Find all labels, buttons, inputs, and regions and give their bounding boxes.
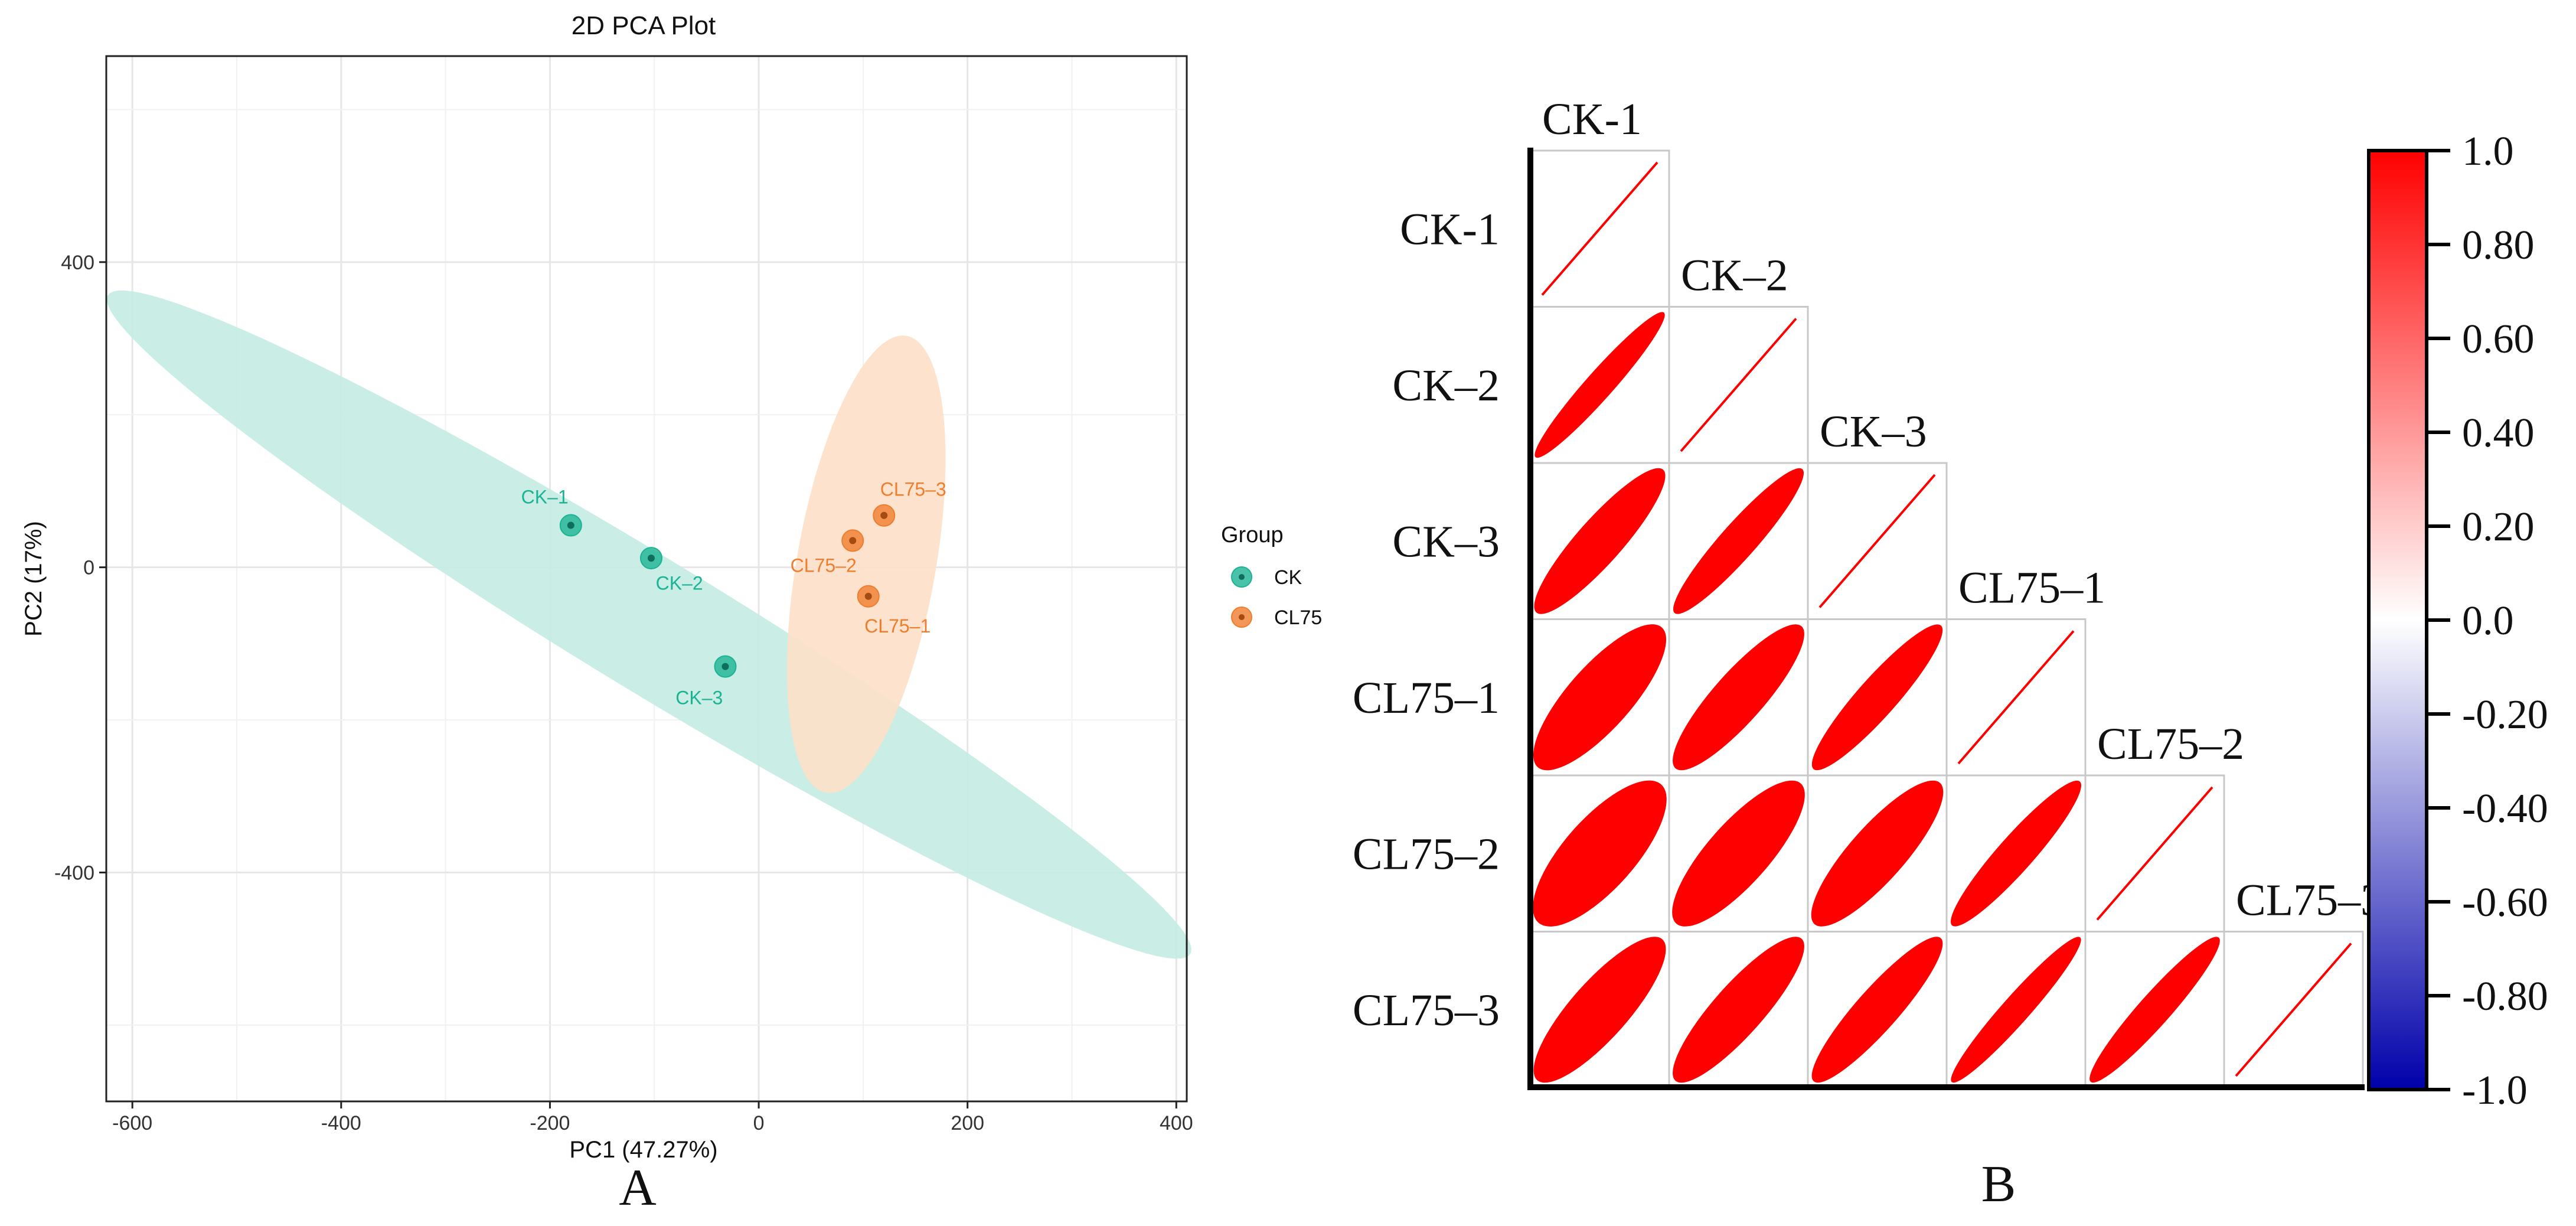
row-label: CK–3 [1392,517,1500,566]
colorbar-tick-label: 0.0 [2462,598,2514,644]
data-point-center [864,592,872,600]
diagonal-line [2235,943,2352,1077]
row-label: CK–2 [1392,361,1500,410]
point-label: CL75–1 [864,615,931,637]
column-label: CK–3 [1820,407,1927,457]
point-label: CK–3 [675,687,723,708]
pca-y-axis-label: PC2 (17%) [21,521,47,637]
x-tick-label: 400 [1160,1112,1193,1134]
correlation-ellipse [1533,937,1666,1083]
y-tick-label: 0 [83,557,94,579]
legend-items: CK CL75 [1231,566,1322,629]
y-tick-label: -400 [54,862,94,884]
correlation-ellipse [1673,624,1804,771]
correlation-ellipse [1535,312,1665,458]
point-label: CK–1 [521,486,569,507]
panel-label-b: B [1981,1156,2016,1213]
diagonal-line [1957,630,2075,765]
colorbar-tick-label: -0.80 [2462,974,2548,1019]
correlation-panel: CK-1 CK-1 CK–2 CK–2 CK–3 CK–3 CL75–1 CL75–1 CL75… [1353,94,2548,1213]
data-point-center [880,511,888,519]
diagonal-line [2096,786,2213,921]
pca-plot-border [105,55,1188,1103]
correlation-ellipse [1950,780,2082,927]
correlation-ellipse [1811,780,1944,927]
correlation-ellipse [1672,780,1805,927]
pca-x-axis-label: PC1 (47.27%) [569,1137,717,1163]
row-label: CL75–3 [1353,986,1500,1035]
data-point-center [849,537,857,544]
legend-label-cl75: CL75 [1274,607,1322,629]
colorbar-tick-label: 0.20 [2462,504,2535,550]
colorbar-ticks: 1.0 0.80 0.60 0.40 0.20 0.0 -0.20 -0.40 -0.60 -0.… [2427,129,2548,1113]
correlation-ellipse [1673,468,1804,614]
pca-point-labels: CK–1 CK–2 CK–3 CL75–1 CL75–2 CL75–3 [521,479,946,709]
correlation-labels: CK-1 CK-1 CK–2 CK–2 CK–3 CK–3 CL75–1 CL75–1 CL75… [1353,94,2383,1035]
pca-legend: Group CK CL75 [1221,523,1322,629]
colorbar [2367,149,2428,1091]
legend-marker-center [1239,614,1245,620]
column-label: CK–2 [1681,251,1788,301]
point-label: CL75–2 [791,555,857,576]
point-label: CL75–3 [880,479,946,500]
x-tick-label: -200 [530,1112,570,1134]
point-label: CK–2 [656,572,703,594]
data-point-center [647,555,655,562]
row-label: CL75–1 [1353,673,1500,723]
legend-title: Group [1221,523,1284,547]
correlation-ellipse [1951,937,2081,1083]
data-point-center [567,521,574,529]
legend-label-ck: CK [1274,566,1302,589]
colorbar-tick-label: 1.0 [2462,129,2514,174]
column-label: CK-1 [1542,94,1642,144]
correlation-ellipse [1533,780,1667,927]
pca-points [559,504,896,678]
correlation-ellipse [2089,937,2220,1083]
diagonal-line [1541,161,1658,296]
column-label: CL75–2 [2097,719,2244,769]
colorbar-tick-label: -0.20 [2462,692,2548,738]
colorbar-tick-label: -0.60 [2462,880,2548,925]
pca-grid [106,56,1187,1101]
pca-title: 2D PCA Plot [572,11,716,40]
correlation-ellipse [1811,624,1943,771]
row-label: CK-1 [1400,204,1500,254]
x-tick-label: 200 [951,1112,984,1134]
colorbar-tick-label: -1.0 [2462,1068,2528,1113]
row-label: CL75–2 [1353,829,1500,879]
column-label: CL75–3 [2236,876,2383,925]
x-tick-label: 0 [753,1112,765,1134]
correlation-ellipse [1533,624,1667,771]
column-label: CL75–1 [1958,563,2105,613]
colorbar-tick-label: 0.60 [2462,317,2535,362]
colorbar-tick-label: 0.40 [2462,410,2535,456]
legend-marker-center [1239,574,1245,580]
pca-ticks: -600 -400 -200 0 200 400 -400 0 400 [54,252,1193,1134]
confidence-ellipse-ck [106,290,1191,959]
data-point-center [721,663,729,670]
correlation-cells [1529,149,2364,1089]
colorbar-tick-label: -0.40 [2462,786,2548,832]
pca-ellipses [106,290,1191,959]
correlation-ellipse [1673,937,1804,1083]
y-tick-label: 400 [61,252,94,274]
x-tick-label: -600 [112,1112,152,1134]
diagonal-line [1818,474,1936,608]
diagonal-line [1680,318,1797,452]
confidence-ellipse-cl75 [786,335,946,793]
x-tick-label: -400 [321,1112,361,1134]
correlation-ellipse [1534,468,1666,614]
colorbar-tick-label: 0.80 [2462,223,2535,268]
correlation-ellipse [1811,937,1943,1083]
panel-label-a: A [619,1159,657,1217]
